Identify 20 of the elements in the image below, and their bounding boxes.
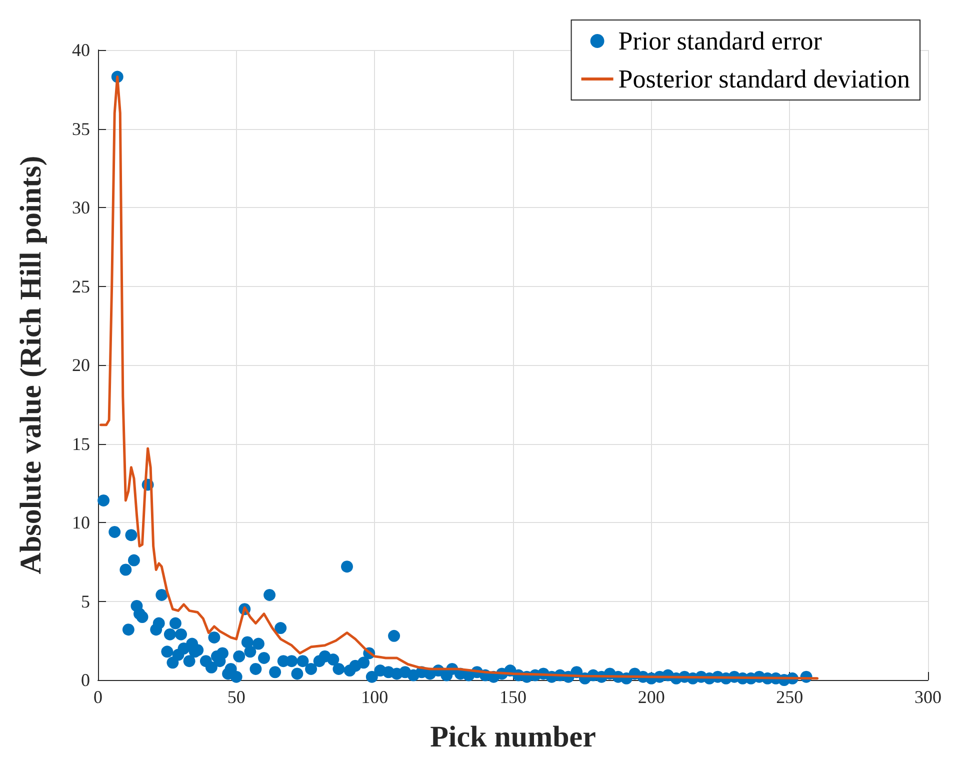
legend-label: Posterior standard deviation: [618, 64, 910, 94]
y-tick-label: 15: [72, 434, 90, 454]
y-tick-label: 10: [72, 512, 90, 532]
x-tick-label: 150: [500, 687, 526, 707]
x-tick-label: 300: [914, 687, 942, 707]
y-tick-label: 40: [72, 40, 90, 60]
y-tick-label: 30: [72, 198, 90, 218]
y-tick-label: 0: [81, 670, 90, 690]
x-axis-title: Pick number: [430, 720, 596, 754]
y-axis-title: Absolute value (Rich Hill points): [14, 156, 48, 574]
y-tick-label: 20: [72, 355, 90, 375]
y-tick-label: 35: [72, 118, 90, 139]
y-tick-label: 5: [81, 591, 90, 612]
x-tick-label: 250: [776, 687, 804, 707]
x-tick-label: 50: [227, 687, 246, 707]
x-tick-label: 0: [94, 687, 102, 707]
legend-label: Prior standard error: [618, 26, 822, 56]
x-tick-label: 100: [361, 687, 388, 707]
x-tick-label: 200: [638, 687, 665, 707]
y-tick-label: 25: [72, 276, 90, 296]
